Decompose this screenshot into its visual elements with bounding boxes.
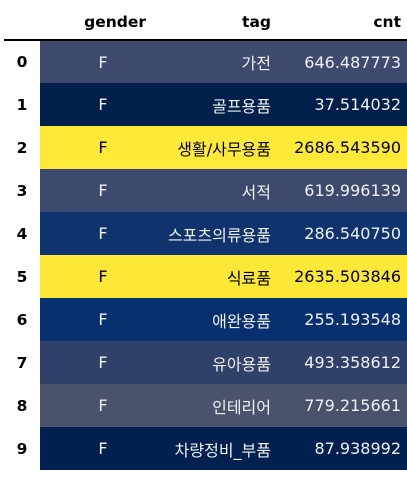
cnt-column-header: cnt [279, 4, 407, 39]
tag-cell: 애완용품 [146, 298, 279, 341]
dataframe-table: gender tag cnt 0 F 가전 646.487773 1 F 골프용품 37.51… [4, 4, 407, 470]
table-row: 5 F 식료품 2635.503846 [4, 255, 407, 298]
table-body: 0 F 가전 646.487773 1 F 골프용품 37.514032 2 F 생활/사무용품 26… [4, 40, 407, 470]
cnt-cell: 2686.543590 [279, 126, 407, 169]
table-row: 9 F 차량정비_부품 87.938992 [4, 427, 407, 470]
tag-cell: 서적 [146, 169, 279, 212]
row-index: 4 [4, 212, 40, 255]
table-row: 8 F 인테리어 779.215661 [4, 384, 407, 427]
row-index: 3 [4, 169, 40, 212]
cnt-cell: 646.487773 [279, 40, 407, 83]
cnt-cell: 779.215661 [279, 384, 407, 427]
gender-cell: F [40, 83, 146, 126]
table-row: 0 F 가전 646.487773 [4, 40, 407, 83]
table-row: 7 F 유아용품 493.358612 [4, 341, 407, 384]
table-row: 2 F 생활/사무용품 2686.543590 [4, 126, 407, 169]
tag-column-header: tag [146, 4, 279, 39]
row-index: 9 [4, 427, 40, 470]
gender-cell: F [40, 427, 146, 470]
row-index: 5 [4, 255, 40, 298]
gender-cell: F [40, 384, 146, 427]
gender-cell: F [40, 169, 146, 212]
table-row: 1 F 골프용품 37.514032 [4, 83, 407, 126]
tag-cell: 골프용품 [146, 83, 279, 126]
table-row: 6 F 애완용품 255.193548 [4, 298, 407, 341]
table-row: 3 F 서적 619.996139 [4, 169, 407, 212]
header-row: gender tag cnt [4, 4, 407, 39]
index-column-header [4, 4, 40, 39]
gender-cell: F [40, 255, 146, 298]
cnt-cell: 493.358612 [279, 341, 407, 384]
row-index: 2 [4, 126, 40, 169]
gender-cell: F [40, 212, 146, 255]
tag-cell: 차량정비_부품 [146, 427, 279, 470]
tag-cell: 식료품 [146, 255, 279, 298]
table-header: gender tag cnt [4, 4, 407, 41]
gender-column-header: gender [40, 4, 146, 39]
gender-cell: F [40, 40, 146, 83]
row-index: 1 [4, 83, 40, 126]
gender-cell: F [40, 298, 146, 341]
row-index: 6 [4, 298, 40, 341]
tag-cell: 유아용품 [146, 341, 279, 384]
row-index: 7 [4, 341, 40, 384]
tag-cell: 인테리어 [146, 384, 279, 427]
gender-cell: F [40, 341, 146, 384]
tag-cell: 스포츠의류용품 [146, 212, 279, 255]
tag-cell: 가전 [146, 40, 279, 83]
cnt-cell: 286.540750 [279, 212, 407, 255]
row-index: 0 [4, 40, 40, 83]
cnt-cell: 255.193548 [279, 298, 407, 341]
gender-cell: F [40, 126, 146, 169]
cnt-cell: 2635.503846 [279, 255, 407, 298]
cnt-cell: 619.996139 [279, 169, 407, 212]
tag-cell: 생활/사무용품 [146, 126, 279, 169]
cnt-cell: 87.938992 [279, 427, 407, 470]
table-row: 4 F 스포츠의류용품 286.540750 [4, 212, 407, 255]
row-index: 8 [4, 384, 40, 427]
cnt-cell: 37.514032 [279, 83, 407, 126]
